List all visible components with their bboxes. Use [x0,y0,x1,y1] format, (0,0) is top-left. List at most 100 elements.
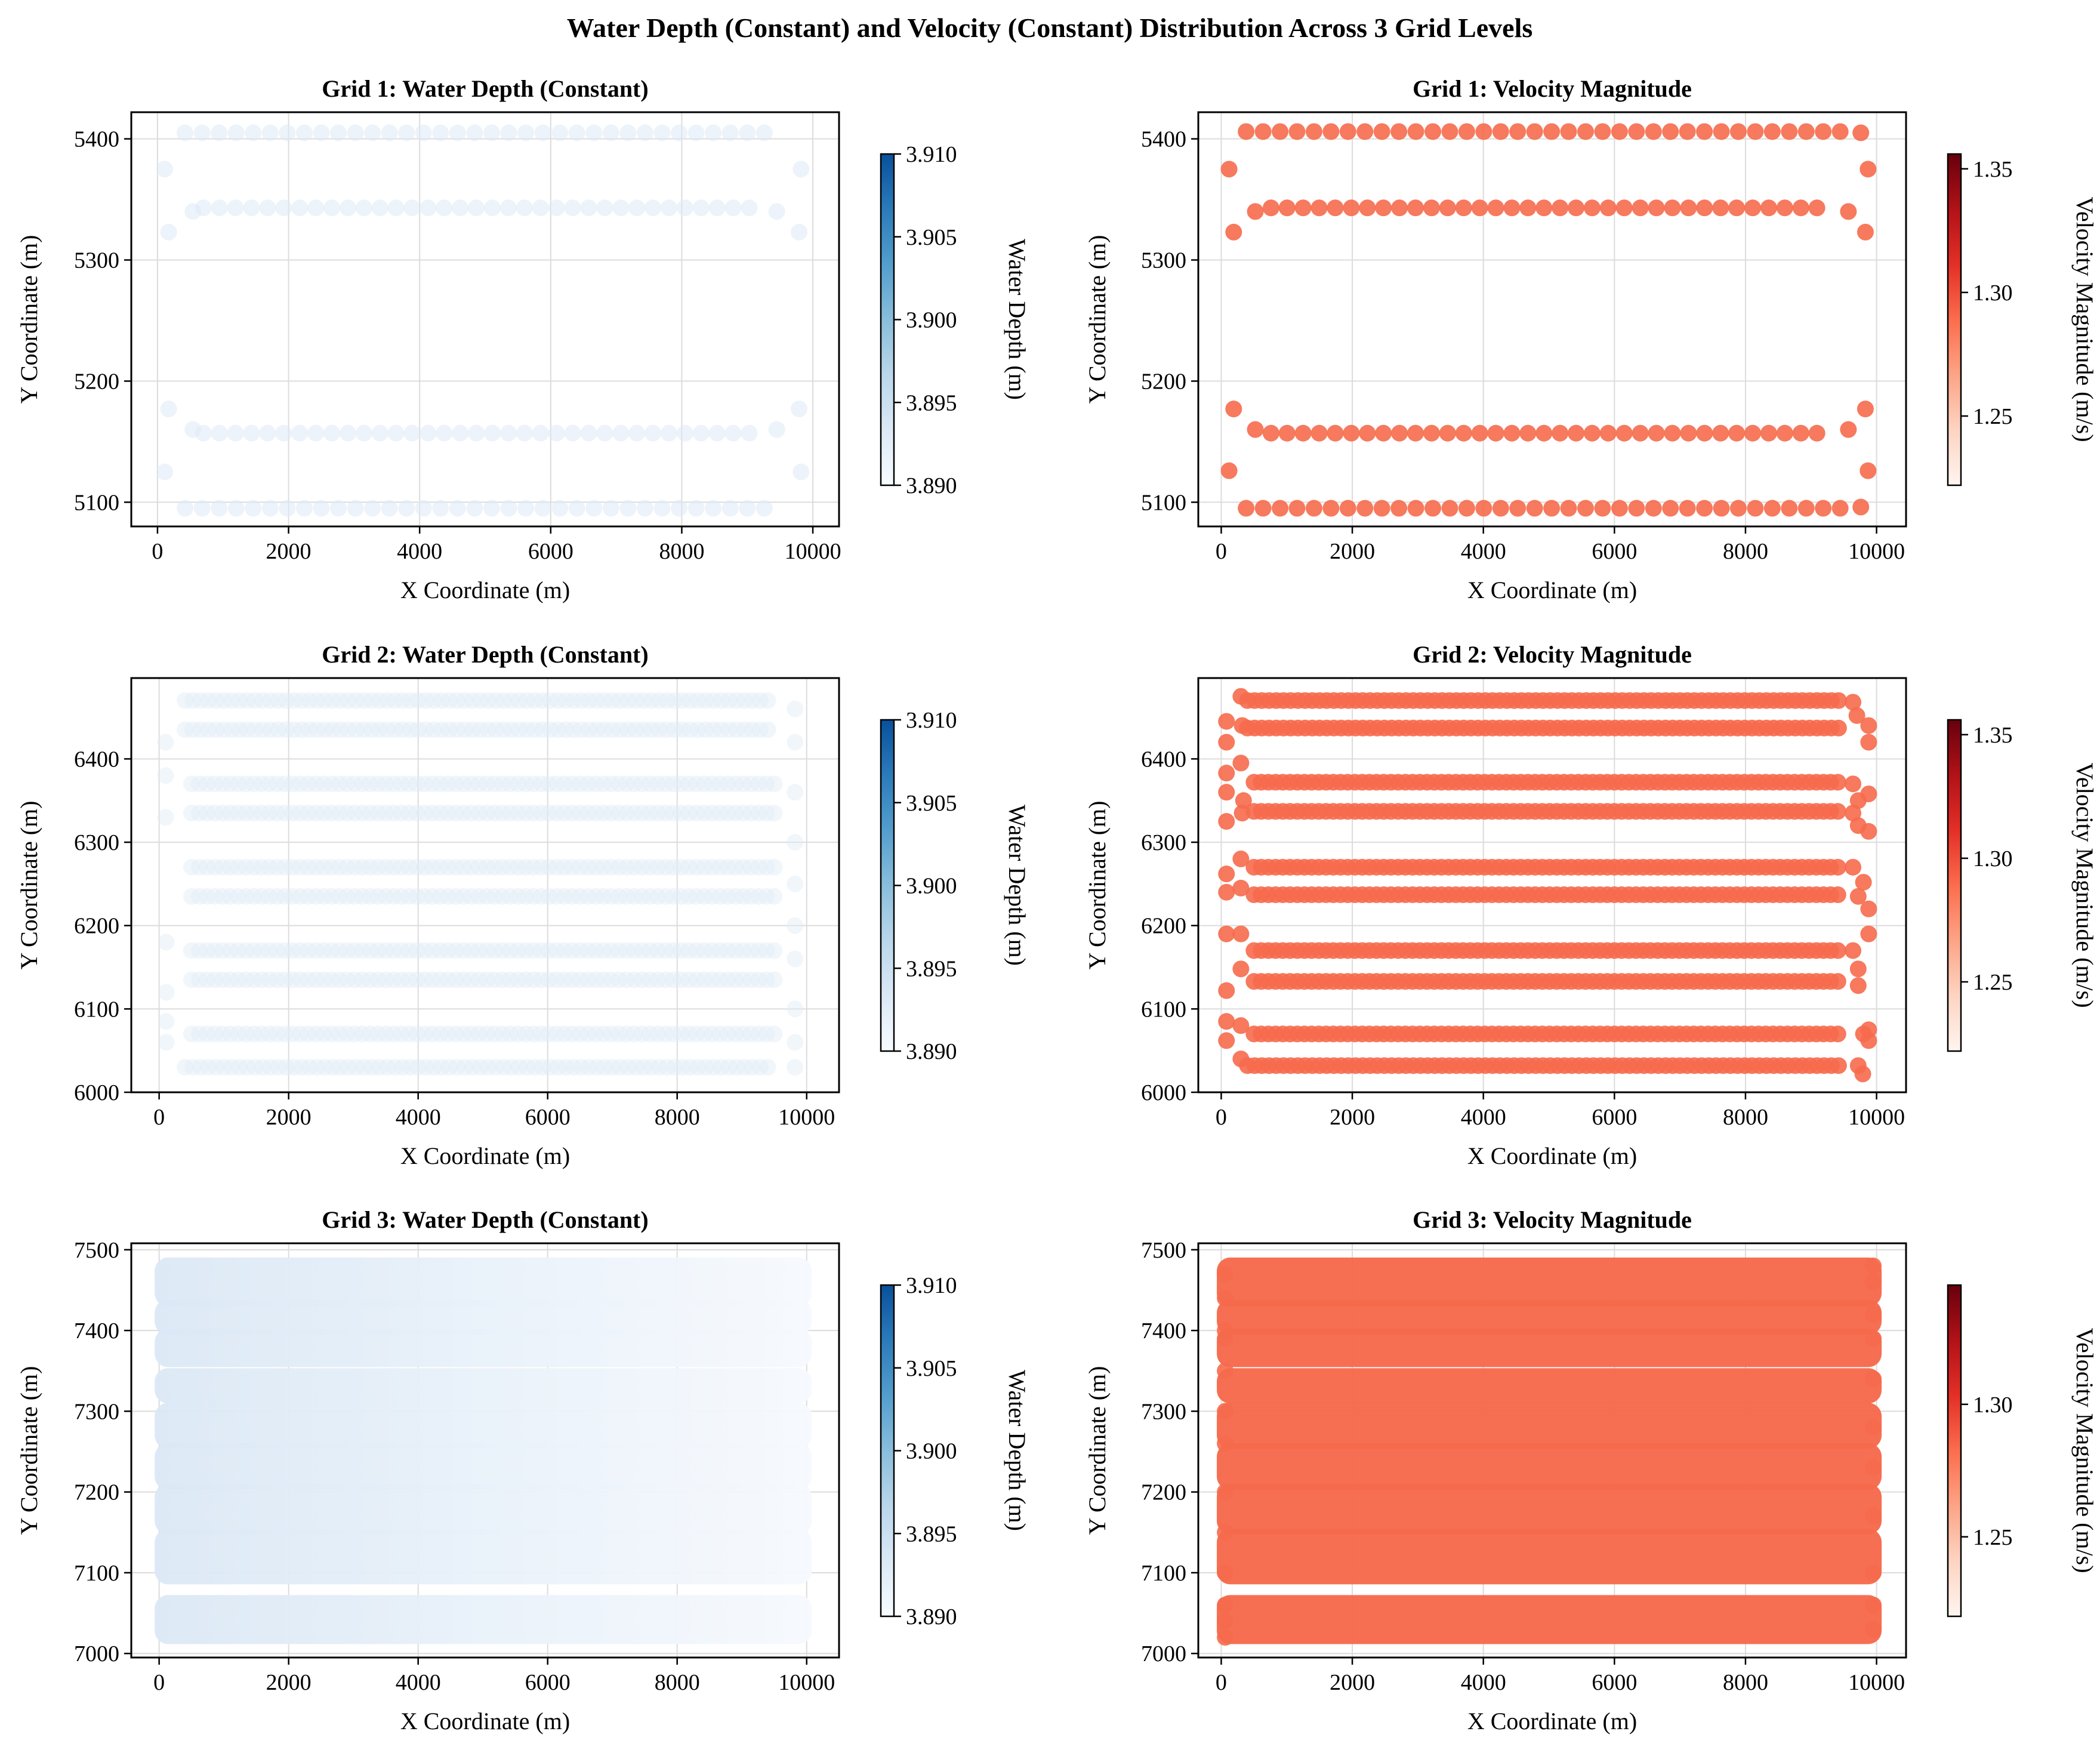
scatter-point [269,775,286,793]
scatter-point [517,858,534,876]
scatter-point [495,1059,512,1076]
scatter-point [222,1025,239,1043]
scatter-point [581,1059,598,1076]
scatter-point [1763,123,1781,140]
scatter-point [727,805,744,822]
scatter-point [211,424,228,442]
scatter-point [1288,123,1306,140]
scatter-point [556,858,573,876]
scatter-point [431,971,449,988]
scatter-point [603,942,620,959]
scatter-point [447,1025,464,1043]
scatter-point [1781,500,1798,517]
scatter-point [214,775,231,793]
panel-title: Grid 2: Water Depth (Constant) [322,641,648,668]
scatter-point [619,500,637,517]
y-tick-label: 5100 [1141,490,1186,515]
scatter-point [1373,500,1390,517]
scatter-point [688,971,705,988]
figure-title: Water Depth (Constant) and Velocity (Con… [567,13,1533,43]
scatter-point [377,858,394,876]
scatter-point [479,692,497,709]
colorbar-gradient [881,154,894,485]
scatter-point [198,858,215,876]
scatter-point [643,721,660,738]
scatter-point [509,858,526,876]
scatter-band [155,1257,812,1307]
scatter-point [787,700,804,717]
scatter-point [636,124,653,141]
scatter-point [158,934,175,951]
scatter-point [292,971,309,988]
x-tick-label: 0 [1216,539,1227,564]
y-tick-label: 6000 [1141,1080,1186,1105]
scatter-point [787,950,804,968]
x-tick-label: 10000 [778,1670,835,1695]
scatter-point [1356,500,1374,517]
scatter-point [355,721,372,738]
scatter-point [645,424,662,442]
scatter-point [402,721,419,738]
scatter-point [564,424,581,442]
scatter-point [193,500,211,517]
scatter-point [728,721,745,738]
scatter-point [1247,421,1264,438]
scatter-point [619,1059,637,1076]
scatter-point [792,463,810,480]
scatter-point [292,942,309,959]
panel-title: Grid 3: Water Depth (Constant) [322,1206,648,1233]
scatter-point [741,199,758,217]
scatter-point [556,805,573,822]
scatter-point [741,424,758,442]
scatter-point [307,888,325,905]
panel-title: Grid 2: Velocity Magnitude [1413,641,1692,668]
scatter-point [324,692,341,709]
scatter-point [371,1059,388,1076]
scatter-point [744,721,761,738]
scatter-point [378,692,396,709]
scatter-point [739,124,756,141]
scatter-point [307,1025,325,1043]
scatter-point [363,1059,380,1076]
scatter-point [688,888,705,905]
scatter-point [200,692,217,709]
plot-frame [1197,677,1907,1093]
scatter-point [440,1059,458,1076]
scatter-point [487,692,504,709]
scatter-point [398,124,415,141]
scatter-point [1568,199,1585,217]
scatter-point [501,858,519,876]
scatter-point [509,1025,526,1043]
scatter-point [1471,424,1488,442]
scatter-point [471,721,489,738]
scatter-point [315,1025,332,1043]
scatter-point [1218,713,1235,730]
scatter-point [416,858,433,876]
scatter-point [1628,123,1645,140]
scatter-point [158,1013,175,1030]
scatter-point [517,888,534,905]
scatter-point [1458,123,1475,140]
scatter-point [643,1059,660,1076]
scatter-point [377,942,394,959]
scatter-point [580,199,597,217]
x-tick-label: 0 [1216,1105,1227,1130]
scatter-point [602,124,619,141]
scatter-point [1865,1459,1882,1477]
scatter-point [1455,424,1472,442]
scatter-point [332,1059,349,1076]
scatter-point [587,858,605,876]
x-axis-label: X Coordinate (m) [400,1708,570,1735]
scatter-point [214,858,231,876]
scatter-point [1278,424,1296,442]
scatter-point [1712,199,1729,217]
scatter-point [261,500,279,517]
scatter-point [642,971,659,988]
scatter-point [1225,223,1242,241]
scatter-point [253,858,270,876]
scatter-point [340,692,357,709]
scatter-point [285,721,303,738]
scatter-point [323,888,340,905]
scatter-point [657,805,674,822]
scatter-point [751,1059,769,1076]
